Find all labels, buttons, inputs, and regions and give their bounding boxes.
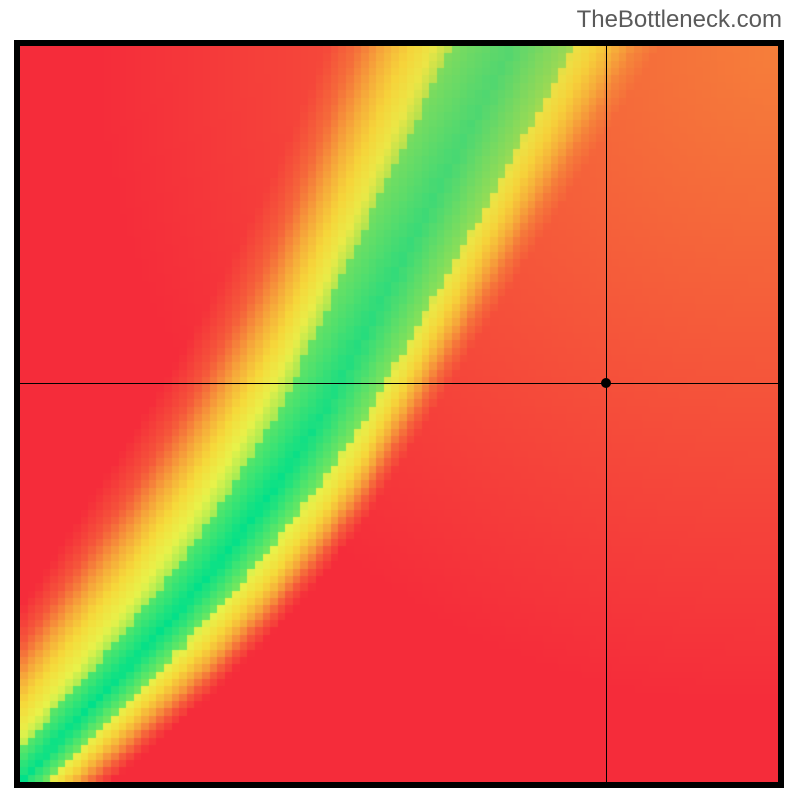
crosshair-marker — [601, 378, 611, 388]
heatmap-plot — [14, 40, 784, 788]
crosshair-vertical — [606, 46, 607, 782]
heatmap-canvas — [20, 46, 778, 782]
crosshair-horizontal — [20, 383, 778, 384]
watermark-text: TheBottleneck.com — [577, 6, 782, 34]
